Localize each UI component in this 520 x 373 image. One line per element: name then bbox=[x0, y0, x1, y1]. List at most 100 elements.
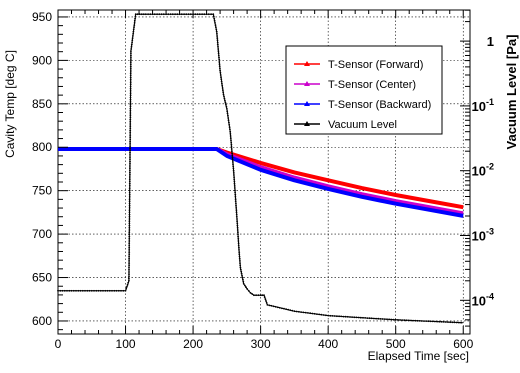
vacuum-level-point bbox=[366, 317, 369, 319]
vacuum-level-point bbox=[274, 305, 277, 308]
vacuum-level-point bbox=[235, 211, 238, 214]
vacuum-level-point bbox=[228, 123, 231, 126]
vacuum-level-point bbox=[394, 318, 397, 321]
y-tick-label: 600 bbox=[32, 314, 52, 328]
vacuum-level-point bbox=[189, 13, 192, 16]
legend-label: T-Sensor (Center) bbox=[328, 79, 416, 91]
legend-marker bbox=[304, 81, 310, 86]
vacuum-level-point bbox=[104, 289, 107, 292]
vacuum-level-point bbox=[240, 272, 243, 275]
vacuum-level-point bbox=[59, 289, 62, 292]
vacuum-level-point bbox=[322, 314, 325, 316]
vacuum-level-point bbox=[235, 204, 237, 207]
vacuum-level-point bbox=[225, 103, 227, 106]
vacuum-level-point bbox=[222, 91, 225, 94]
vacuum-level-point bbox=[289, 309, 292, 312]
vacuum-level-point bbox=[115, 289, 118, 292]
y2-tick-label: 10-3 bbox=[472, 227, 494, 244]
vacuum-level-point bbox=[99, 289, 102, 292]
vacuum-level-point bbox=[228, 126, 231, 128]
y2-tick-exponent: -1 bbox=[486, 97, 494, 107]
vacuum-level-point bbox=[176, 13, 179, 16]
legend-label: T-Sensor (Forward) bbox=[328, 59, 423, 71]
vacuum-level-point bbox=[237, 231, 239, 234]
vacuum-level-point bbox=[131, 37, 134, 39]
vacuum-level-point bbox=[355, 316, 358, 319]
vacuum-level-point bbox=[128, 240, 131, 242]
vacuum-level-point bbox=[265, 300, 267, 302]
vacuum-level-point bbox=[237, 244, 240, 247]
legend-marker bbox=[304, 61, 310, 66]
vacuum-level-point bbox=[368, 317, 371, 320]
vacuum-level-point bbox=[233, 185, 236, 187]
vacuum-level-point bbox=[218, 58, 221, 61]
vacuum-level-point bbox=[131, 39, 134, 42]
vacuum-level-point bbox=[219, 74, 222, 76]
vacuum-level-point bbox=[129, 136, 132, 139]
vacuum-level-point bbox=[234, 189, 236, 192]
vacuum-level-point bbox=[349, 316, 351, 318]
vacuum-level-point bbox=[129, 162, 131, 165]
vacuum-level-point bbox=[133, 22, 136, 24]
vacuum-level-point bbox=[129, 72, 132, 75]
vacuum-level-point bbox=[386, 318, 388, 321]
vacuum-level-point bbox=[128, 271, 130, 273]
vacuum-level-point bbox=[261, 294, 264, 297]
vacuum-level-point bbox=[70, 289, 73, 292]
vacuum-level-point bbox=[217, 54, 220, 57]
vacuum-level-point bbox=[156, 13, 159, 16]
x-tick-label: 400 bbox=[318, 337, 338, 351]
vacuum-level-point bbox=[227, 117, 230, 119]
vacuum-level-point bbox=[220, 78, 223, 81]
vacuum-level-point bbox=[235, 215, 238, 218]
vacuum-level-point bbox=[265, 302, 268, 304]
vacuum-level-point bbox=[247, 290, 250, 292]
x-tick-label: 500 bbox=[386, 337, 406, 351]
vacuum-level-point bbox=[218, 63, 221, 65]
vacuum-level-point bbox=[236, 224, 239, 227]
vacuum-level-point bbox=[167, 13, 170, 16]
vacuum-level-point bbox=[129, 103, 132, 105]
vacuum-level-point bbox=[442, 321, 445, 323]
vacuum-level-point bbox=[383, 318, 386, 320]
vacuum-level-point bbox=[285, 308, 287, 311]
vacuum-level-point bbox=[129, 140, 132, 143]
vacuum-level-point bbox=[129, 116, 132, 119]
vacuum-level-point bbox=[102, 289, 104, 292]
vacuum-level-point bbox=[196, 13, 199, 16]
vacuum-level-point bbox=[216, 39, 219, 42]
vacuum-level-point bbox=[128, 209, 131, 212]
vacuum-level-point bbox=[412, 319, 414, 322]
vacuum-level-point bbox=[233, 174, 235, 176]
vacuum-level-point bbox=[129, 74, 132, 77]
vacuum-level-point bbox=[287, 308, 290, 311]
vacuum-level-point bbox=[128, 207, 131, 209]
y2-axis-label: Vacuum Level [Pa] bbox=[504, 35, 519, 150]
y-tick-label: 650 bbox=[32, 271, 52, 285]
vacuum-level-point bbox=[183, 13, 186, 16]
vacuum-level-point bbox=[75, 289, 77, 292]
vacuum-level-point bbox=[129, 63, 132, 66]
vacuum-level-point bbox=[129, 160, 131, 163]
vacuum-level-point bbox=[230, 139, 232, 142]
vacuum-level-point bbox=[313, 312, 316, 315]
vacuum-level-point bbox=[447, 321, 449, 323]
vacuum-level-point bbox=[375, 317, 377, 320]
vacuum-level-point bbox=[353, 316, 356, 319]
x-tick-label: 600 bbox=[453, 337, 473, 351]
vacuum-level-point bbox=[316, 313, 318, 315]
vacuum-level-point bbox=[174, 13, 177, 16]
vacuum-level-point bbox=[331, 315, 334, 317]
vacuum-level-point bbox=[291, 309, 294, 312]
vacuum-level-point bbox=[221, 84, 224, 87]
vacuum-level-point bbox=[225, 105, 228, 108]
vacuum-level-point bbox=[403, 319, 406, 322]
vacuum-level-point bbox=[234, 200, 237, 203]
vacuum-level-point bbox=[129, 127, 132, 130]
vacuum-level-point bbox=[232, 169, 235, 172]
vacuum-level-point bbox=[129, 156, 131, 159]
vacuum-level-point bbox=[128, 189, 131, 192]
vacuum-level-point bbox=[236, 229, 239, 231]
vacuum-level-point bbox=[217, 52, 220, 55]
vacuum-level-point bbox=[264, 298, 267, 300]
